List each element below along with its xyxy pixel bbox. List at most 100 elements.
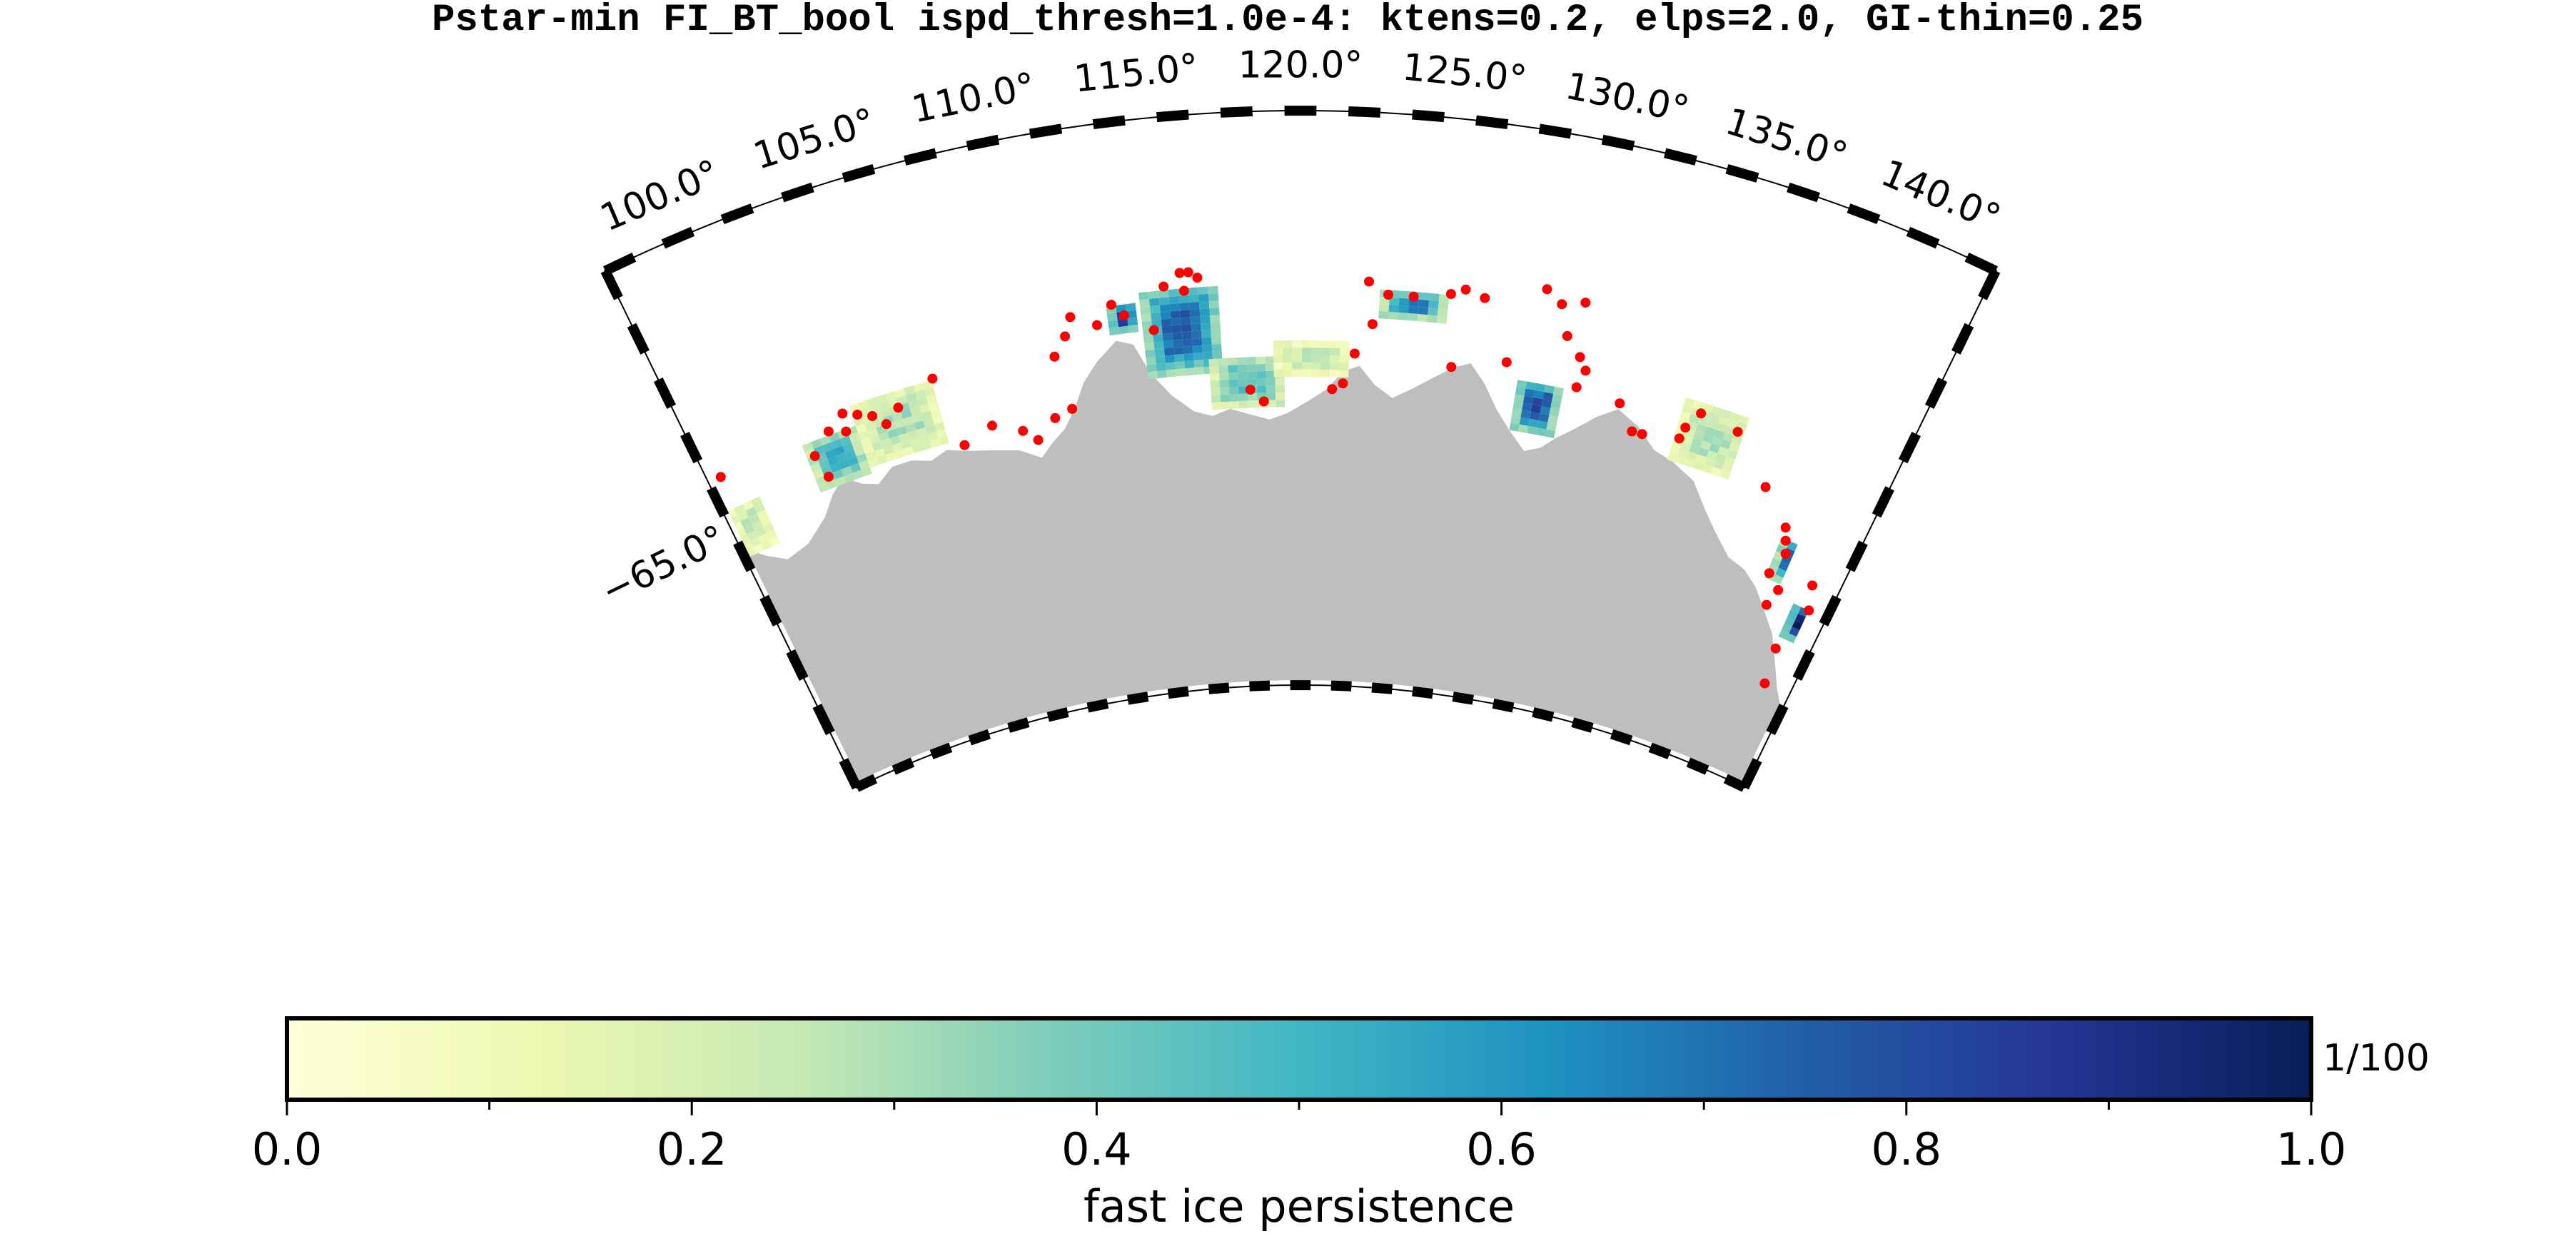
- fast-ice-cell: [1695, 454, 1707, 465]
- fast-ice-cell: [1188, 287, 1199, 295]
- fast-ice-cell: [1301, 355, 1312, 363]
- fast-ice-cell: [1437, 308, 1448, 317]
- fast-ice-cell: [934, 422, 946, 432]
- fast-ice-cell: [1170, 310, 1181, 319]
- fast-ice-cell: [1117, 318, 1128, 328]
- fast-ice-cell: [1689, 445, 1700, 455]
- fast-ice-cell: [829, 462, 842, 473]
- fast-ice-cell: [1273, 340, 1283, 348]
- iceberg-point: [1338, 378, 1348, 389]
- fast-ice-cell: [1273, 369, 1283, 378]
- fast-ice-cell: [924, 387, 936, 397]
- iceberg-point: [1445, 289, 1456, 299]
- map-frame: [600, 106, 2001, 792]
- fast-ice-cell: [1174, 353, 1185, 363]
- fast-ice-cell: [1139, 298, 1150, 308]
- fast-ice-cell: [1211, 343, 1222, 352]
- iceberg-point: [1764, 568, 1774, 579]
- fast-ice-cell: [1146, 356, 1156, 365]
- fast-ice-cell: [1175, 361, 1186, 370]
- fast-ice-region-128E: [1509, 380, 1565, 439]
- fast-ice-cell: [1228, 379, 1238, 387]
- fast-ice-cell: [1320, 340, 1331, 348]
- fast-ice-cell: [1266, 363, 1276, 372]
- fast-ice-cell: [740, 517, 752, 528]
- iceberg-point: [1575, 352, 1585, 363]
- fast-ice-cell: [1378, 311, 1389, 320]
- fast-ice-cell: [1188, 294, 1199, 303]
- fast-ice-cell: [1778, 561, 1789, 572]
- fast-ice-cell: [916, 427, 928, 437]
- fast-ice-cell: [1682, 404, 1693, 415]
- iceberg-point: [1183, 267, 1193, 278]
- fast-ice-cell: [1790, 603, 1802, 614]
- iceberg-point: [1118, 310, 1129, 320]
- fast-ice-cell: [889, 435, 901, 445]
- fast-ice-cell: [1275, 378, 1285, 386]
- iceberg-point: [1049, 351, 1060, 362]
- colorbar-tick-label: 1.0: [2276, 1123, 2347, 1175]
- fast-ice-cell: [815, 475, 827, 487]
- fast-ice-cell: [1128, 324, 1139, 333]
- fast-ice-cell: [1717, 415, 1729, 426]
- iceberg-point: [1065, 312, 1076, 323]
- fast-ice-cell: [1729, 412, 1741, 422]
- fast-ice-cell: [1676, 455, 1687, 466]
- fast-ice-cell: [1542, 392, 1554, 401]
- fast-ice-region-120E: [1273, 340, 1350, 378]
- fast-ice-cell: [1541, 399, 1552, 408]
- fast-ice-cell: [1339, 348, 1350, 356]
- fast-ice-cell: [1151, 312, 1161, 321]
- fast-ice-cell: [1292, 340, 1302, 348]
- fast-ice-cell: [1283, 348, 1293, 355]
- fast-ice-cell: [1330, 340, 1340, 348]
- lon-tick-label: 125.0°: [1400, 46, 1529, 101]
- fast-ice-cell: [1198, 286, 1208, 295]
- fast-ice-cell: [914, 420, 926, 430]
- fast-ice-cell: [1256, 371, 1266, 379]
- fast-ice-cell: [1237, 364, 1248, 373]
- iceberg-point: [1674, 433, 1684, 444]
- fast-ice-cell: [1179, 302, 1190, 311]
- iceberg-point: [1367, 319, 1378, 330]
- fast-ice-cell: [1715, 422, 1727, 433]
- fast-ice-cell: [1147, 371, 1158, 380]
- fast-ice-cell: [1201, 323, 1211, 331]
- fast-ice-cell: [1218, 358, 1228, 366]
- fast-ice-cell: [1256, 385, 1267, 393]
- fast-ice-cell: [1695, 423, 1707, 434]
- fast-ice-cell: [1172, 332, 1183, 340]
- fast-ice-cell: [1552, 393, 1562, 403]
- fast-ice-cell: [847, 456, 859, 467]
- fast-ice-cell: [1339, 363, 1349, 370]
- fast-ice-cell: [752, 520, 764, 531]
- fast-ice-cell: [1320, 362, 1330, 370]
- fast-ice-cell: [1292, 369, 1302, 377]
- fast-ice-cell: [809, 462, 822, 473]
- fast-ice-cell: [916, 396, 929, 407]
- fast-ice-region-141E: [1778, 603, 1809, 644]
- fast-ice-cell: [1218, 365, 1228, 373]
- fast-ice-cell: [1340, 340, 1350, 349]
- fast-ice-cell: [907, 399, 919, 410]
- fast-ice-cell: [1729, 442, 1740, 452]
- fast-ice-cell: [867, 427, 879, 437]
- fast-ice-cell: [1717, 446, 1729, 457]
- fast-ice-cell: [839, 459, 850, 470]
- fast-ice-cell: [1220, 387, 1230, 395]
- fast-ice-cell: [906, 392, 917, 402]
- fast-ice-cell: [865, 451, 877, 462]
- iceberg-point: [1773, 584, 1784, 595]
- fast-ice-cell: [1775, 567, 1787, 578]
- fast-ice-cell: [769, 536, 781, 547]
- fast-ice-cell: [1256, 363, 1266, 372]
- fast-ice-cell: [1510, 415, 1521, 425]
- fast-ice-cell: [1256, 356, 1266, 365]
- fast-ice-cell: [1202, 344, 1213, 353]
- iceberg-point: [1067, 403, 1078, 414]
- fast-ice-cell: [1680, 442, 1692, 452]
- fast-ice-cell: [1389, 297, 1400, 305]
- fast-ice-cell: [1418, 299, 1430, 308]
- fast-ice-cell: [1173, 346, 1184, 355]
- colorbar-tick-label: 0.6: [1466, 1123, 1537, 1175]
